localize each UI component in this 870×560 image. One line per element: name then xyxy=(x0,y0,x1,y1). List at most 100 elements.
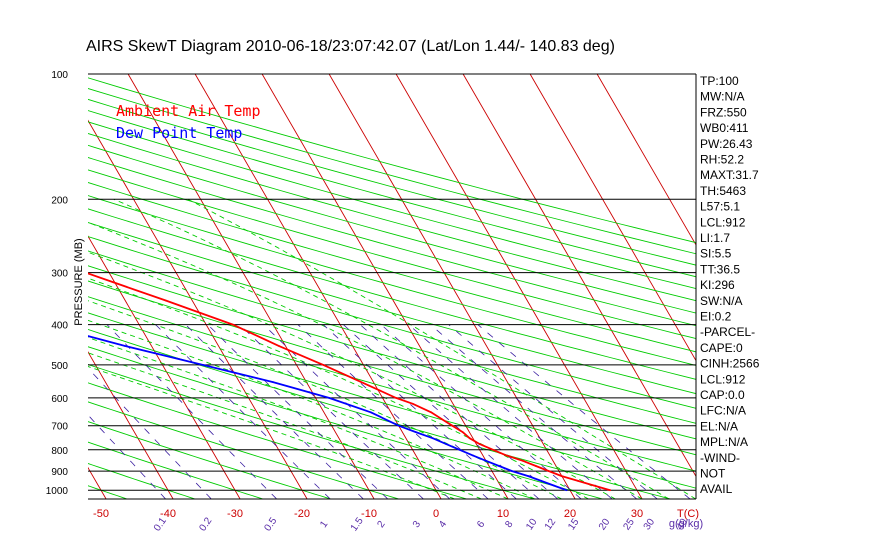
temp-bottom-tick-label: 10 xyxy=(497,508,509,520)
dewpoint-point xyxy=(458,448,461,451)
isotherm-line xyxy=(395,74,643,499)
dry-adiabat-line xyxy=(88,144,696,314)
dry-adiabat-line xyxy=(88,485,128,499)
legend-ambient-air-temp: Ambient Air Temp xyxy=(116,102,261,120)
mixing-ratio-line xyxy=(106,324,277,499)
dewpoint-point xyxy=(414,431,417,433)
ambient-temp-point xyxy=(560,475,563,477)
index-item: EI:0.2 xyxy=(700,310,732,324)
mixing-ratio-line xyxy=(430,324,638,499)
dewpoint-point xyxy=(511,470,513,472)
ambient-temp-point xyxy=(395,397,397,399)
index-item: L57:5.1 xyxy=(700,200,740,214)
index-item: LCL:912 xyxy=(700,215,746,229)
isotherm-line xyxy=(88,466,107,499)
moist-adiabat-line xyxy=(88,337,509,499)
dewpoint-point xyxy=(328,397,330,399)
pressure-tick-label: 600 xyxy=(51,394,68,405)
temp-bottom-tick-label: 20 xyxy=(564,508,576,520)
index-item: -PARCEL- xyxy=(700,325,755,339)
dry-adiabat-line xyxy=(88,98,696,266)
moist-adiabat-line xyxy=(88,277,589,499)
dewpoint-point xyxy=(123,345,126,347)
mixing-ratio-line xyxy=(207,324,389,499)
isotherm-line xyxy=(0,74,39,499)
pressure-tick-label: 1000 xyxy=(46,486,69,497)
ambient-temp-point xyxy=(164,299,167,302)
mixing-ratio-label: 6 xyxy=(475,519,487,530)
ambient-temp-point xyxy=(322,364,325,366)
temp-bottom-tick-label: -10 xyxy=(361,508,377,520)
dry-adiabat-line xyxy=(88,296,696,472)
y-axis-label: PRESSURE (MB) xyxy=(73,238,85,325)
ambient-temp-point xyxy=(505,454,508,457)
temp-bottom-tick-label: -30 xyxy=(227,508,243,520)
temp-bottom-tick-label: -50 xyxy=(93,508,109,520)
dry-adiabat-line xyxy=(88,208,696,380)
dry-adiabat-line xyxy=(88,182,696,353)
index-item: -WIND- xyxy=(700,451,740,465)
ambient-temp-point xyxy=(577,480,579,482)
ambient-temp-point xyxy=(440,418,443,420)
mixing-ratio-label: 4 xyxy=(437,519,449,530)
ambient-temp-point xyxy=(277,345,280,347)
ambient-temp-point xyxy=(593,484,596,487)
dry-adiabat-line xyxy=(88,236,696,409)
dewpoint-point xyxy=(44,324,46,326)
index-item: KI:296 xyxy=(700,278,735,292)
pressure-tick-label: 400 xyxy=(51,321,68,332)
dewpoint-point xyxy=(201,364,204,366)
isotherm-line xyxy=(194,74,442,499)
chart-legend: Ambient Air Temp Dew Point Temp xyxy=(116,102,261,142)
index-item: NOT xyxy=(700,467,726,481)
pressure-tick-label: 800 xyxy=(51,446,68,457)
index-item: TH:5463 xyxy=(700,184,746,198)
mixing-ratio-line xyxy=(380,324,582,499)
moist-adiabat-line xyxy=(187,198,696,499)
dry-adiabat-line xyxy=(88,169,696,340)
isotherm-line xyxy=(88,351,174,499)
ambient-temp-point xyxy=(478,443,481,445)
mixing-ratio-line xyxy=(322,324,517,499)
mixing-unit-label: g(g/kg) xyxy=(669,518,703,530)
ambient-temp-point xyxy=(521,459,524,462)
dry-adiabat-line xyxy=(88,110,696,278)
dry-adiabat-line xyxy=(88,363,535,499)
dewpoint-point xyxy=(540,480,543,482)
index-item: CAP:0.0 xyxy=(700,388,745,402)
dry-adiabat-line xyxy=(88,265,696,440)
isotherm-line xyxy=(261,74,509,499)
index-item: LI:1.7 xyxy=(700,231,730,245)
index-item: PW:26.43 xyxy=(700,137,753,151)
dewpoint-point xyxy=(527,475,530,477)
isotherm-line xyxy=(88,235,241,499)
mixing-ratio-label: 12 xyxy=(543,516,559,532)
mixing-ratio-label: 1 xyxy=(318,519,330,530)
temp-bottom-tick-label: 0 xyxy=(433,508,439,520)
mixing-ratio-label: 8 xyxy=(503,519,515,530)
mixing-ratio-line xyxy=(88,367,212,499)
ambient-temp-point xyxy=(461,431,464,433)
isotherm-line xyxy=(328,74,576,499)
index-item: EL:N/A xyxy=(700,419,738,433)
isotherm-line xyxy=(462,74,696,478)
moist-adiabat-line xyxy=(113,198,670,499)
mixing-ratio-label: 20 xyxy=(597,516,613,532)
index-item: AVAIL xyxy=(700,482,733,496)
index-item: MPL:N/A xyxy=(700,435,748,449)
index-item: LCL:912 xyxy=(700,372,746,386)
dewpoint-point xyxy=(369,411,372,414)
dry-adiabat-line xyxy=(88,157,696,327)
ambient-temp-point xyxy=(468,437,471,440)
index-item: FRZ:550 xyxy=(700,105,747,119)
mixing-ratio-line xyxy=(408,324,613,499)
pressure-tick-label: 300 xyxy=(51,269,68,280)
pressure-tick-label: 200 xyxy=(51,195,68,206)
dewpoint-point xyxy=(272,381,274,383)
mixing-ratio-line xyxy=(185,324,364,499)
index-item: RH:52.2 xyxy=(700,153,744,167)
dry-adiabat-line xyxy=(88,401,400,499)
index-item: TP:100 xyxy=(700,74,739,88)
dry-adiabat-line xyxy=(88,280,696,456)
pressure-tick-label: 100 xyxy=(51,70,68,81)
